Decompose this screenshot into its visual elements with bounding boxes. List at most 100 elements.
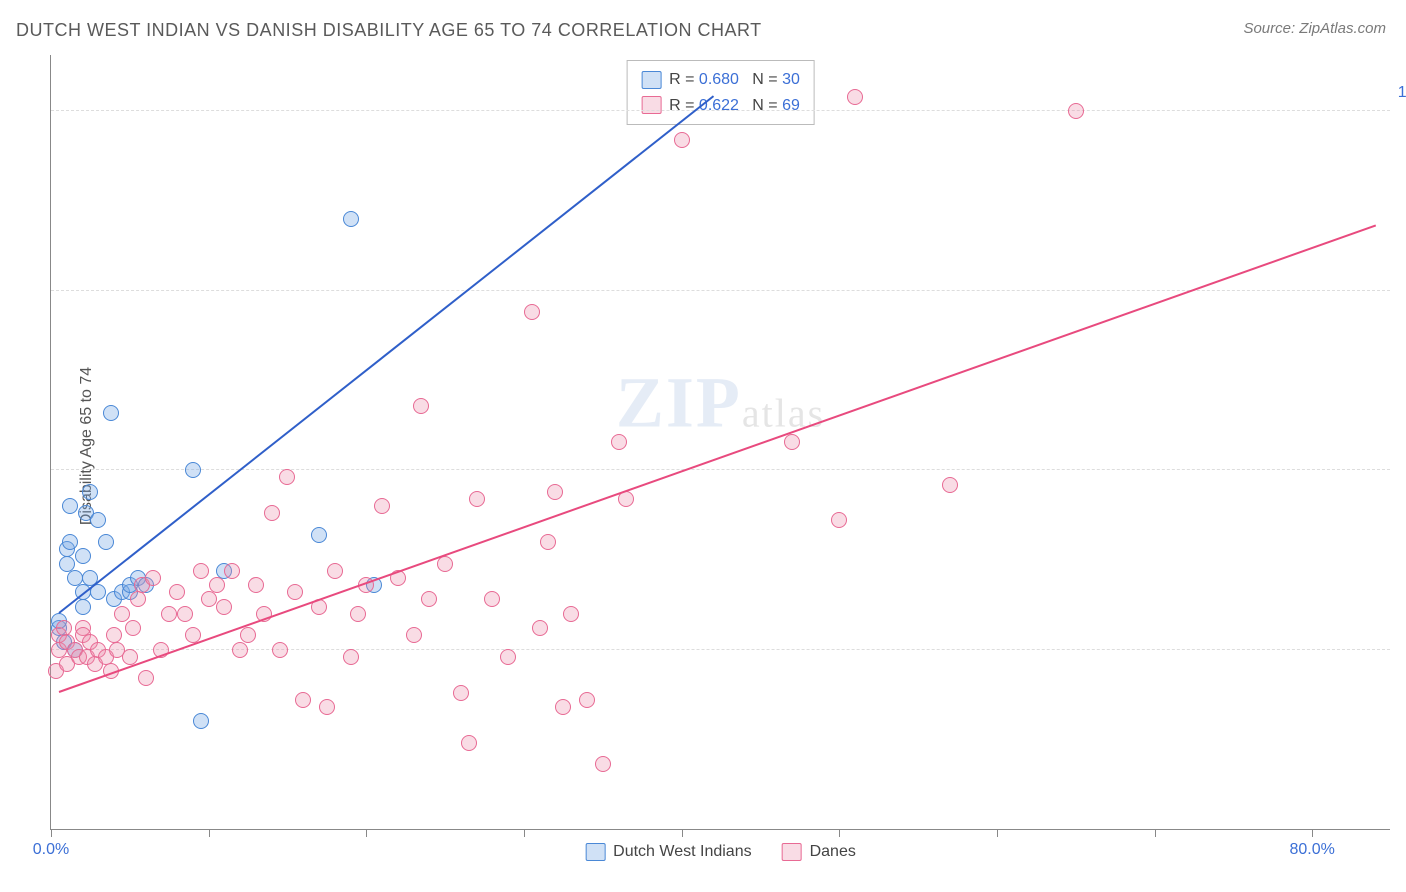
x-tick [997,829,998,837]
watermark-main: ZIP [616,363,742,443]
source-attribution: Source: ZipAtlas.com [1243,20,1386,37]
scatter-point [103,405,119,421]
scatter-point [579,692,595,708]
scatter-point [350,606,366,622]
scatter-point [138,670,154,686]
scatter-point [311,527,327,543]
legend-swatch [585,843,605,861]
scatter-point [343,649,359,665]
scatter-point [185,462,201,478]
x-tick-label: 0.0% [33,841,69,859]
scatter-point [62,498,78,514]
scatter-point [611,434,627,450]
scatter-point [193,713,209,729]
scatter-point [209,577,225,593]
scatter-point [540,534,556,550]
stats-row: R = 0.680 N = 30 [641,67,800,93]
scatter-point [264,505,280,521]
legend-swatch [641,96,661,114]
stats-text: R = 0.680 N = 30 [669,67,800,93]
stats-row: R = 0.622 N = 69 [641,93,800,119]
scatter-point [784,434,800,450]
scatter-point [75,599,91,615]
correlation-stats-box: R = 0.680 N = 30R = 0.622 N = 69 [626,60,815,125]
x-tick [682,829,683,837]
scatter-point [413,398,429,414]
series-legend: Dutch West Indians Danes [585,843,856,861]
scatter-point [343,211,359,227]
scatter-point [847,89,863,105]
scatter-point [831,512,847,528]
scatter-point [90,512,106,528]
scatter-point [674,132,690,148]
x-tick [1155,829,1156,837]
legend-item: Danes [782,843,856,861]
scatter-point [75,548,91,564]
scatter-point [500,649,516,665]
scatter-point [421,591,437,607]
scatter-point [272,642,288,658]
scatter-point [82,484,98,500]
scatter-point [374,498,390,514]
regression-line [58,95,713,613]
scatter-point [161,606,177,622]
x-tick [839,829,840,837]
scatter-point [484,591,500,607]
scatter-point [942,477,958,493]
x-tick [209,829,210,837]
x-tick [524,829,525,837]
scatter-point [563,606,579,622]
scatter-point [114,606,130,622]
gridline [51,469,1390,470]
scatter-point [555,699,571,715]
scatter-point [1068,103,1084,119]
scatter-point [62,534,78,550]
scatter-point [595,756,611,772]
scatter-point [177,606,193,622]
scatter-point [532,620,548,636]
gridline [51,110,1390,111]
scatter-point [224,563,240,579]
scatter-point [547,484,563,500]
scatter-point [469,491,485,507]
x-tick [366,829,367,837]
scatter-point [216,599,232,615]
scatter-point [461,735,477,751]
gridline [51,649,1390,650]
scatter-point [145,570,161,586]
scatter-point [130,591,146,607]
x-tick [51,829,52,837]
scatter-point [406,627,422,643]
scatter-point [232,642,248,658]
scatter-point [319,699,335,715]
y-tick-label: 50.0% [1397,443,1406,461]
y-tick-label: 75.0% [1397,264,1406,282]
scatter-point [524,304,540,320]
x-tick [1312,829,1313,837]
legend-item: Dutch West Indians [585,843,751,861]
scatter-point [287,584,303,600]
legend-label: Danes [810,843,856,861]
scatter-point [453,685,469,701]
legend-label: Dutch West Indians [613,843,751,861]
scatter-point [122,649,138,665]
scatter-point [106,627,122,643]
scatter-point [279,469,295,485]
legend-swatch [782,843,802,861]
scatter-point [240,627,256,643]
scatter-point [201,591,217,607]
y-tick-label: 100.0% [1397,84,1406,102]
chart-title: DUTCH WEST INDIAN VS DANISH DISABILITY A… [16,20,762,41]
scatter-chart: ZIPatlas R = 0.680 N = 30R = 0.622 N = 6… [50,55,1390,830]
scatter-point [327,563,343,579]
scatter-point [193,563,209,579]
y-tick-label: 25.0% [1397,623,1406,641]
scatter-point [169,584,185,600]
scatter-point [295,692,311,708]
watermark-sub: atlas [742,391,825,436]
x-tick-label: 80.0% [1289,841,1334,859]
scatter-point [98,534,114,550]
scatter-point [56,620,72,636]
scatter-point [125,620,141,636]
scatter-point [248,577,264,593]
